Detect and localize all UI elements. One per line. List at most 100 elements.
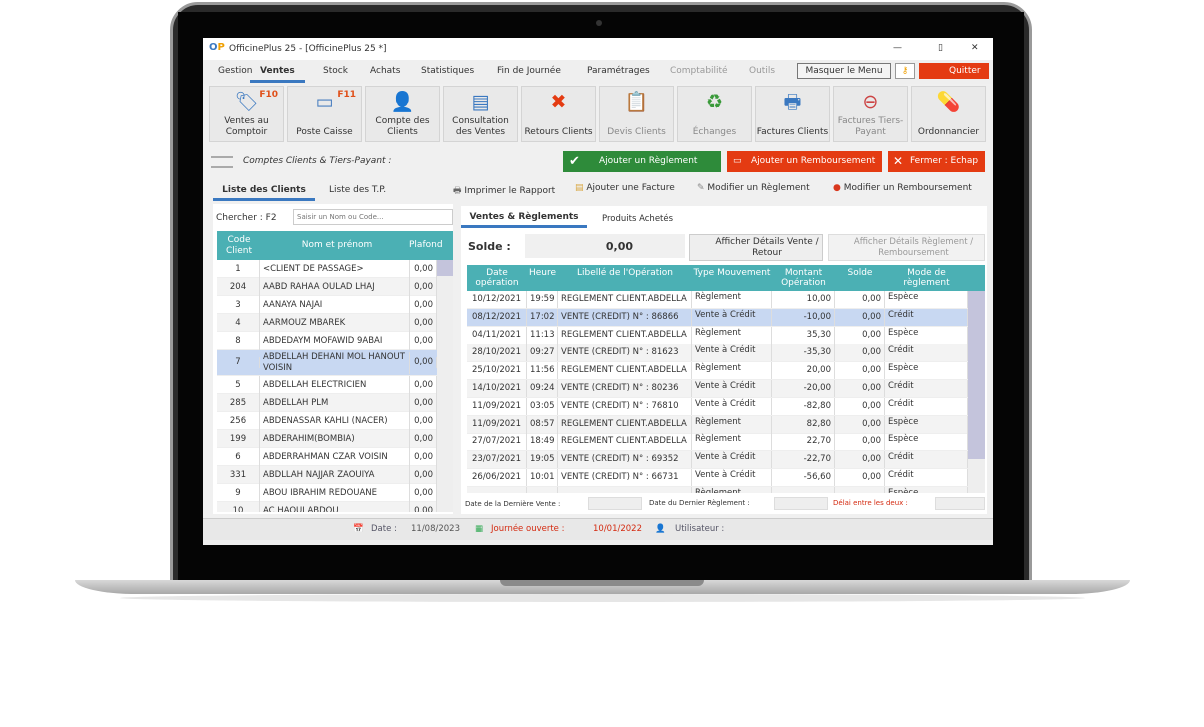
menu-tab-achats[interactable]: Achats: [370, 66, 401, 76]
edit-icon: ✎: [697, 183, 705, 193]
minimize-button[interactable]: —: [893, 43, 902, 53]
client-plafond: 0,00: [410, 429, 437, 448]
menu-tab-param-trages[interactable]: Paramétrages: [587, 66, 650, 76]
client-row[interactable]: 1 <CLIENT DE PASSAGE> 0,00: [217, 260, 437, 278]
operation-row[interactable]: 25/10/2021 11:56 REGLEMENT CLIENT.ABDELLA R…: [467, 362, 968, 381]
client-row[interactable]: 256 ABDENASSAR KAHLI (NACER) 0,00: [217, 411, 437, 430]
add-invoice-button[interactable]: ▤ Ajouter une Facture: [575, 183, 675, 193]
client-code: 1: [217, 260, 260, 278]
edit-refund-button[interactable]: ● Modifier un Remboursement: [833, 183, 972, 193]
client-row[interactable]: 331 ABDLLAH NAJJAR ZAOUIYA 0,00: [217, 465, 437, 484]
operation-row[interactable]: 11/09/2021 03:05 VENTE (CREDIT) N° : 76810…: [467, 397, 968, 416]
client-row[interactable]: 4 AARMOUZ MBAREK 0,00: [217, 313, 437, 332]
col-code[interactable]: Code Client: [225, 235, 253, 256]
op-date: 23/07/2021: [467, 451, 527, 469]
op-mode: Espèce: [885, 415, 968, 433]
operation-row[interactable]: 28/10/2021 09:27 VENTE (CREDIT) N° : 81623…: [467, 344, 968, 363]
ribbon-client-account-button[interactable]: 👤 Compte des Clients: [365, 86, 440, 142]
col-2[interactable]: Libellé de l'Opération: [576, 268, 674, 278]
menu-tab-comptabilit-[interactable]: Comptabilité: [670, 66, 728, 76]
op-date: 04/11/2021: [467, 326, 527, 344]
client-row[interactable]: 10 AC HAOUI ABDOU 0,00: [217, 501, 437, 512]
close-button[interactable]: ✕: [971, 43, 979, 53]
tab-purchased-products[interactable]: Produits Achetés: [602, 214, 674, 224]
ribbon-tag-button[interactable]: 🏷 F10 Ventes au Comptoir: [209, 86, 284, 142]
ribbon-pills-button[interactable]: 💊 Ordonnancier: [911, 86, 986, 142]
op-label: REGLEMENT CLIENT.ABDELLA: [558, 433, 692, 451]
details-payment-button[interactable]: Afficher Détails Règlement / Rembourseme…: [828, 234, 985, 261]
ribbon-documents-button[interactable]: ▤ Consultation des Ventes: [443, 86, 518, 142]
ribbon-monitor-button[interactable]: ▭ F11 Poste Caisse: [287, 86, 362, 142]
client-row[interactable]: 285 ABDELLAH PLM 0,00: [217, 393, 437, 412]
menu-tab-outils[interactable]: Outils: [749, 66, 776, 76]
client-row[interactable]: 6 ABDERRAHMAN CZAR VOISIN 0,00: [217, 447, 437, 466]
delay-label: Délai entre les deux :: [833, 499, 908, 507]
add-refund-button[interactable]: ▭ Ajouter un Remboursement: [727, 151, 882, 172]
close-section-button[interactable]: ✕ Fermer : Echap: [888, 151, 985, 172]
col-plafond[interactable]: Plafond: [409, 240, 443, 250]
monitor-icon: ▭: [315, 91, 334, 113]
operation-row[interactable]: 14/10/2021 09:24 VENTE (CREDIT) N° : 80236…: [467, 380, 968, 398]
operations-scrollbar[interactable]: [968, 291, 985, 493]
print-report-button[interactable]: 🖶 Imprimer le Rapport: [453, 183, 555, 199]
details-sale-button[interactable]: Afficher Détails Vente / Retour: [689, 234, 823, 261]
app-window: OP OfficinePlus 25 - [OfficinePlus 25 *]…: [203, 38, 993, 545]
menu-tab-statistiques[interactable]: Statistiques: [421, 66, 475, 76]
client-row[interactable]: 3 AANAYA NAJAI 0,00: [217, 295, 437, 314]
op-date: 28/10/2021: [467, 344, 527, 362]
solde-value: 0,00: [525, 234, 685, 258]
key-icon[interactable]: ⚷: [895, 63, 915, 79]
maximize-button[interactable]: ▯: [938, 43, 943, 53]
col-0[interactable]: Date opération: [475, 268, 519, 288]
op-balance: 0,00: [835, 308, 885, 326]
client-code: 3: [217, 295, 260, 314]
add-payment-button[interactable]: ✔ Ajouter un Règlement: [563, 151, 721, 172]
quit-button[interactable]: Quitter: [919, 63, 989, 79]
ribbon-label: Devis Clients: [607, 127, 666, 137]
operation-row[interactable]: 11/09/2021 08:57 REGLEMENT CLIENT.ABDELLA R…: [467, 415, 968, 434]
ribbon-label: Retours Clients: [524, 127, 593, 137]
client-row[interactable]: 204 AABD RAHAA OULAD LHAJ 0,00: [217, 277, 437, 296]
client-row[interactable]: 199 ABDERAHIM(BOMBIA) 0,00: [217, 429, 437, 448]
operation-row[interactable]: 10/12/2021 19:59 REGLEMENT CLIENT.ABDELLA R…: [467, 291, 968, 309]
tab-client-list[interactable]: Liste des Clients: [213, 185, 315, 201]
client-search-input[interactable]: [293, 209, 453, 225]
operation-row[interactable]: 26/06/2021 10:01 VENTE (CREDIT) N° : 66731…: [467, 469, 968, 487]
tab-sales-payments[interactable]: Ventes & Règlements: [461, 212, 587, 228]
ribbon-recycle-button[interactable]: ♻ Échanges: [677, 86, 752, 142]
op-date: 10/12/2021: [467, 291, 527, 308]
ribbon-label: Ventes au Comptoir: [224, 116, 269, 137]
client-row[interactable]: 7 ABDELLAH DEHANI MOL HANOUT VOISIN 0,00: [217, 350, 437, 376]
menu-tab-gestion[interactable]: Gestion: [218, 66, 253, 76]
tab-tp-list[interactable]: Liste des T.P.: [329, 185, 387, 195]
client-row[interactable]: 5 ABDELLAH ELECTRICIEN 0,00: [217, 375, 437, 394]
operation-row[interactable]: Règlement Espèce: [467, 486, 968, 493]
client-scrollbar[interactable]: [437, 260, 453, 512]
hide-menu-button[interactable]: Masquer le Menu: [797, 63, 891, 79]
col-5[interactable]: Solde: [847, 268, 873, 278]
menu-tab-fin-de-journ-e[interactable]: Fin de Journée: [497, 66, 561, 76]
op-type: Vente à Crédit: [692, 451, 772, 469]
ribbon-printer-button[interactable]: 🖶 Factures Clients: [755, 86, 830, 142]
ribbon-user-remove-button[interactable]: ⊖ Factures Tiers-Payant: [833, 86, 908, 142]
col-4[interactable]: Montant Opération: [781, 268, 826, 288]
op-amount: 20,00: [772, 362, 835, 380]
col-6[interactable]: Mode de règlement: [903, 268, 950, 288]
operation-row[interactable]: 27/07/2021 18:49 REGLEMENT CLIENT.ABDELLA R…: [467, 433, 968, 452]
menu-lines-icon[interactable]: [211, 156, 233, 168]
col-3[interactable]: Type Mouvement: [693, 268, 771, 278]
col-name[interactable]: Nom et prénom: [301, 240, 373, 250]
ribbon-return-button[interactable]: ✖ Retours Clients: [521, 86, 596, 142]
client-row[interactable]: 9 ABOU IBRAHIM REDOUANE 0,00: [217, 483, 437, 502]
ribbon-label: Factures Clients: [756, 127, 829, 137]
client-name: <CLIENT DE PASSAGE>: [260, 260, 410, 278]
operation-row[interactable]: 23/07/2021 19:05 VENTE (CREDIT) N° : 69352…: [467, 451, 968, 470]
col-1[interactable]: Heure: [528, 268, 557, 278]
menu-tab-stock[interactable]: Stock: [323, 66, 348, 76]
edit-payment-button[interactable]: ✎ Modifier un Règlement: [697, 183, 810, 193]
operation-row[interactable]: 08/12/2021 17:02 VENTE (CREDIT) N° : 86866…: [467, 308, 968, 327]
client-row[interactable]: 8 ABDEDAYM MOFAWID 9ABAI 0,00: [217, 331, 437, 350]
menu-tab-ventes[interactable]: Ventes: [250, 66, 305, 83]
ribbon-clipboard-button[interactable]: 📋 Devis Clients: [599, 86, 674, 142]
operation-row[interactable]: 04/11/2021 11:13 REGLEMENT CLIENT.ABDELLA R…: [467, 326, 968, 345]
